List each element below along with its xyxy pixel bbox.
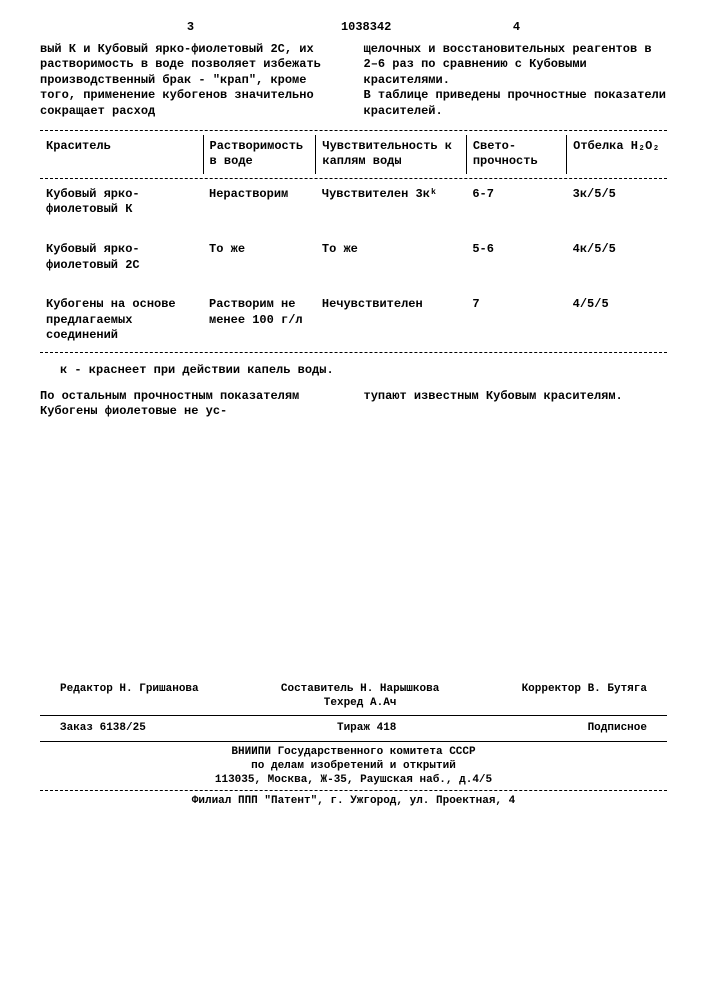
imprint-order: Заказ 6138/25	[60, 721, 146, 735]
cell: 4к/5/5	[567, 238, 667, 277]
th-bleach: Отбелка H₂O₂	[567, 135, 667, 174]
imprint-podpis: Подписное	[588, 721, 647, 735]
cell: Нечувствителен	[316, 293, 466, 348]
cell: Кубовый ярко-фиолетовый 2С	[40, 238, 203, 277]
page-numbers: 3 1038342 4	[40, 20, 667, 36]
cell: 5-6	[466, 238, 566, 277]
th-light: Свето-прочность	[466, 135, 566, 174]
intro-left: вый К и Кубовый ярко-фиолетовый 2С, их р…	[40, 42, 344, 120]
imprint-compiler: Составитель Н. Нарышкова	[281, 683, 439, 695]
dye-table-body: Кубовый ярко-фиолетовый К Нерастворим Чу…	[40, 183, 667, 348]
cell: Кубовый ярко-фиолетовый К	[40, 183, 203, 222]
cell: Растворим не менее 100 г/л	[203, 293, 316, 348]
cell: 7	[466, 293, 566, 348]
imprint-org1: ВНИИПИ Государственного комитета СССР	[40, 745, 667, 759]
table-footnote: к - краснеет при действии капель воды.	[60, 363, 667, 379]
imprint-org2: по делам изобретений и открытий	[40, 759, 667, 773]
imprint-techred: Техред А.Ач	[324, 697, 397, 709]
page-right: 4	[366, 20, 667, 36]
table-bottom-rule	[40, 352, 667, 353]
imprint-addr: 113035, Москва, Ж-35, Раушская наб., д.4…	[40, 773, 667, 787]
cell: Нерастворим	[203, 183, 316, 222]
table-row: Кубогены на основе предлагаемых соединен…	[40, 293, 667, 348]
cell: 3к/5/5	[567, 183, 667, 222]
th-dye: Краситель	[40, 135, 203, 174]
outro-left: По остальным прочностным показателям Куб…	[40, 389, 344, 420]
page-left: 3	[40, 20, 341, 36]
patent-number: 1038342	[341, 20, 366, 36]
imprint-filial: Филиал ППП "Патент", г. Ужгород, ул. Про…	[40, 794, 667, 808]
dye-table: Краситель Растворимость в воде Чувствите…	[40, 135, 667, 174]
outro-right: тупают известным Кубовым красителям.	[364, 389, 668, 420]
table-header-rule	[40, 178, 667, 179]
table-header-row: Краситель Растворимость в воде Чувствите…	[40, 135, 667, 174]
table-row: Кубовый ярко-фиолетовый К Нерастворим Чу…	[40, 183, 667, 222]
th-solubility: Растворимость в воде	[203, 135, 316, 174]
intro-text: вый К и Кубовый ярко-фиолетовый 2С, их р…	[40, 42, 667, 120]
imprint-block: Редактор Н. Гришанова Составитель Н. Нар…	[40, 680, 667, 809]
cell: Чувствителен 3кᵏ	[316, 183, 466, 222]
cell: Кубогены на основе предлагаемых соединен…	[40, 293, 203, 348]
cell: То же	[316, 238, 466, 277]
table-row: Кубовый ярко-фиолетовый 2С То же То же 5…	[40, 238, 667, 277]
outro-text: По остальным прочностным показателям Куб…	[40, 389, 667, 420]
intro-right: щелочных и восстановительных реагентов в…	[364, 42, 668, 120]
cell: 4/5/5	[567, 293, 667, 348]
table-top-rule	[40, 130, 667, 131]
cell: То же	[203, 238, 316, 277]
imprint-editor: Редактор Н. Гришанова	[60, 682, 199, 711]
imprint-tirazh: Тираж 418	[337, 721, 396, 735]
cell: 6-7	[466, 183, 566, 222]
th-sensitivity: Чувствительность к каплям воды	[316, 135, 466, 174]
imprint-corrector: Корректор В. Бутяга	[522, 682, 647, 711]
